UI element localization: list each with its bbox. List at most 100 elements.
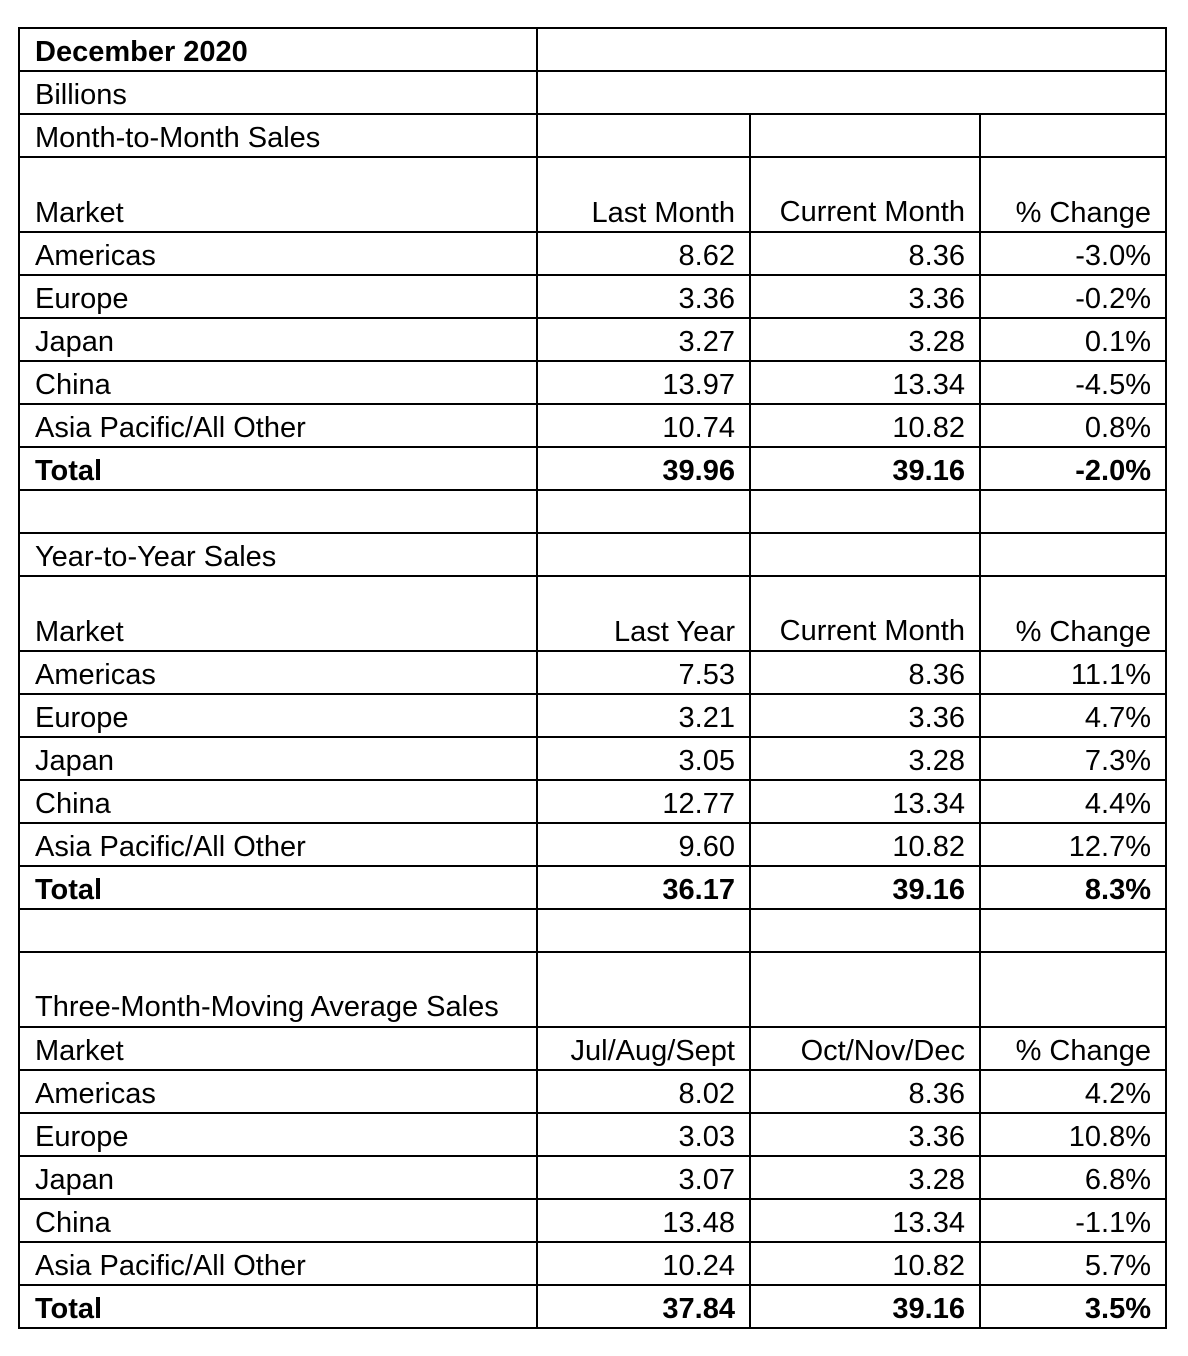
empty-cell	[749, 908, 981, 953]
change-cell: -1.1%	[979, 1198, 1167, 1243]
change-cell: -0.2%	[979, 274, 1167, 319]
column-header: Oct/Nov/Dec	[749, 1026, 981, 1071]
market-cell: Asia Pacific/All Other	[18, 822, 538, 867]
change-cell: 10.8%	[979, 1112, 1167, 1157]
change-cell: 5.7%	[979, 1241, 1167, 1286]
empty-cell	[979, 951, 1167, 1028]
table-row: China 13.48 13.34 -1.1%	[18, 1198, 1167, 1243]
market-cell: Europe	[18, 693, 538, 738]
empty-cell	[749, 951, 981, 1028]
value-cell: 8.62	[536, 231, 751, 276]
total-change: 3.5%	[979, 1284, 1167, 1329]
change-cell: 4.4%	[979, 779, 1167, 824]
value-cell: 8.36	[749, 231, 981, 276]
empty-cell	[979, 908, 1167, 953]
column-header: % Change	[979, 575, 1167, 652]
value-cell: 8.36	[749, 650, 981, 695]
empty-cell	[536, 951, 751, 1028]
empty-cell	[536, 27, 1167, 72]
change-cell: 4.2%	[979, 1069, 1167, 1114]
empty-cell	[18, 908, 538, 953]
empty-cell	[536, 489, 751, 534]
total-value: 39.96	[536, 446, 751, 491]
table-row: Europe 3.03 3.36 10.8%	[18, 1112, 1167, 1157]
empty-cell	[979, 489, 1167, 534]
column-header: Market	[18, 156, 538, 233]
change-cell: 11.1%	[979, 650, 1167, 695]
total-row: Total 36.17 39.16 8.3%	[18, 865, 1167, 910]
value-cell: 3.05	[536, 736, 751, 781]
section-title: Year-to-Year Sales	[18, 532, 538, 577]
table-row: Japan 3.27 3.28 0.1%	[18, 317, 1167, 362]
market-cell: Europe	[18, 1112, 538, 1157]
change-cell: 7.3%	[979, 736, 1167, 781]
total-row: Total 37.84 39.16 3.5%	[18, 1284, 1167, 1329]
total-label: Total	[18, 865, 538, 910]
value-cell: 3.36	[749, 693, 981, 738]
table-row: Asia Pacific/All Other 9.60 10.82 12.7%	[18, 822, 1167, 867]
value-cell: 13.34	[749, 360, 981, 405]
empty-cell	[979, 113, 1167, 158]
value-cell: 3.36	[749, 274, 981, 319]
change-cell: 4.7%	[979, 693, 1167, 738]
empty-cell	[536, 532, 751, 577]
section-title: Three-Month-Moving Average Sales	[18, 951, 538, 1028]
value-cell: 3.07	[536, 1155, 751, 1200]
spacer-row	[18, 489, 1167, 534]
table-row: Japan 3.07 3.28 6.8%	[18, 1155, 1167, 1200]
table-row: China 12.77 13.34 4.4%	[18, 779, 1167, 824]
total-value: 36.17	[536, 865, 751, 910]
total-label: Total	[18, 1284, 538, 1329]
value-cell: 12.77	[536, 779, 751, 824]
value-cell: 10.24	[536, 1241, 751, 1286]
empty-cell	[979, 532, 1167, 577]
value-cell: 3.28	[749, 736, 981, 781]
empty-cell	[536, 908, 751, 953]
change-cell: -4.5%	[979, 360, 1167, 405]
column-header: Market	[18, 1026, 538, 1071]
units-label: Billions	[18, 70, 538, 115]
column-header: % Change	[979, 156, 1167, 233]
market-cell: Americas	[18, 231, 538, 276]
value-cell: 10.82	[749, 403, 981, 448]
total-row: Total 39.96 39.16 -2.0%	[18, 446, 1167, 491]
total-change: 8.3%	[979, 865, 1167, 910]
value-cell: 3.36	[749, 1112, 981, 1157]
market-cell: Japan	[18, 317, 538, 362]
column-header: Current Month	[749, 156, 981, 233]
market-cell: Asia Pacific/All Other	[18, 403, 538, 448]
market-cell: China	[18, 779, 538, 824]
value-cell: 13.97	[536, 360, 751, 405]
value-cell: 3.21	[536, 693, 751, 738]
table-title: December 2020	[18, 27, 538, 72]
total-value: 39.16	[749, 865, 981, 910]
market-cell: Japan	[18, 1155, 538, 1200]
column-header: Last Year	[536, 575, 751, 652]
market-cell: Asia Pacific/All Other	[18, 1241, 538, 1286]
total-value: 39.16	[749, 1284, 981, 1329]
change-cell: 0.8%	[979, 403, 1167, 448]
market-cell: Americas	[18, 650, 538, 695]
market-cell: China	[18, 1198, 538, 1243]
table-row: Asia Pacific/All Other 10.24 10.82 5.7%	[18, 1241, 1167, 1286]
change-cell: 6.8%	[979, 1155, 1167, 1200]
value-cell: 10.74	[536, 403, 751, 448]
value-cell: 10.82	[749, 822, 981, 867]
value-cell: 3.28	[749, 1155, 981, 1200]
column-header: Market	[18, 575, 538, 652]
empty-cell	[18, 489, 538, 534]
table-row: Americas 7.53 8.36 11.1%	[18, 650, 1167, 695]
empty-cell	[749, 113, 981, 158]
table-row: Asia Pacific/All Other 10.74 10.82 0.8%	[18, 403, 1167, 448]
column-header: Last Month	[536, 156, 751, 233]
section-title: Month-to-Month Sales	[18, 113, 538, 158]
value-cell: 13.34	[749, 1198, 981, 1243]
value-cell: 13.34	[749, 779, 981, 824]
table-row: China 13.97 13.34 -4.5%	[18, 360, 1167, 405]
market-cell: Japan	[18, 736, 538, 781]
table-row: Europe 3.36 3.36 -0.2%	[18, 274, 1167, 319]
market-cell: China	[18, 360, 538, 405]
value-cell: 3.36	[536, 274, 751, 319]
value-cell: 3.28	[749, 317, 981, 362]
value-cell: 8.02	[536, 1069, 751, 1114]
